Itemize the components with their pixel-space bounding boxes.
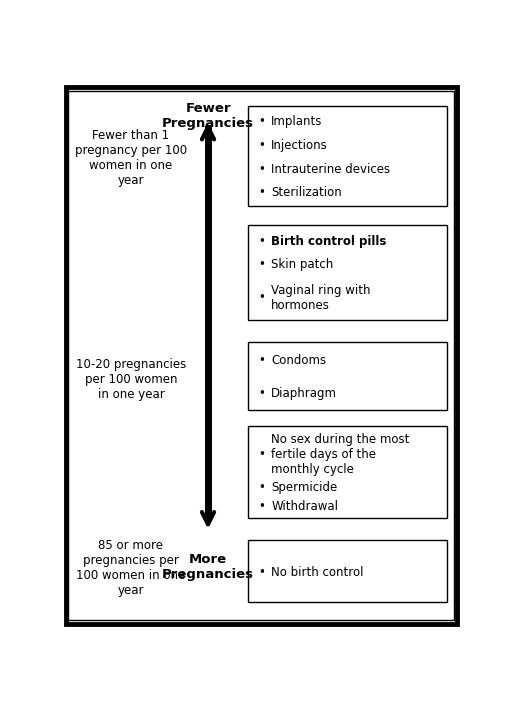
Text: •: • (258, 481, 264, 494)
Text: Fewer
Pregnancies: Fewer Pregnancies (162, 102, 253, 130)
Text: Vaginal ring with
hormones: Vaginal ring with hormones (271, 284, 370, 312)
Text: Skin patch: Skin patch (271, 258, 333, 271)
Text: •: • (258, 291, 264, 304)
Text: •: • (258, 234, 264, 248)
FancyBboxPatch shape (247, 225, 446, 320)
Text: •: • (258, 354, 264, 367)
Text: More
Pregnancies: More Pregnancies (162, 553, 253, 582)
Text: •: • (258, 115, 264, 128)
Text: Condoms: Condoms (271, 354, 326, 367)
FancyBboxPatch shape (247, 426, 446, 518)
Text: Injections: Injections (271, 139, 327, 152)
FancyBboxPatch shape (247, 106, 446, 206)
Text: •: • (258, 139, 264, 152)
Text: 10-20 pregnancies
per 100 women
in one year: 10-20 pregnancies per 100 women in one y… (76, 358, 186, 401)
Text: Birth control pills: Birth control pills (271, 234, 386, 248)
Text: Sterilization: Sterilization (271, 187, 342, 199)
FancyBboxPatch shape (247, 342, 446, 410)
Text: Withdrawal: Withdrawal (271, 500, 337, 513)
Text: Fewer than 1
pregnancy per 100
women in one
year: Fewer than 1 pregnancy per 100 women in … (75, 129, 187, 187)
FancyBboxPatch shape (247, 540, 446, 602)
Text: •: • (258, 500, 264, 513)
Text: Implants: Implants (271, 115, 322, 128)
Text: •: • (258, 163, 264, 176)
Text: •: • (258, 565, 264, 579)
Text: •: • (258, 187, 264, 199)
Text: 85 or more
pregnancies per
100 women in one
year: 85 or more pregnancies per 100 women in … (76, 539, 185, 597)
Text: Intrauterine devices: Intrauterine devices (271, 163, 389, 176)
Text: •: • (258, 448, 264, 461)
Text: •: • (258, 258, 264, 271)
Text: •: • (258, 386, 264, 399)
Text: No sex during the most
fertile days of the
monthly cycle: No sex during the most fertile days of t… (271, 433, 409, 476)
Text: Diaphragm: Diaphragm (271, 386, 336, 399)
Text: No birth control: No birth control (271, 565, 363, 579)
Text: Spermicide: Spermicide (271, 481, 337, 494)
